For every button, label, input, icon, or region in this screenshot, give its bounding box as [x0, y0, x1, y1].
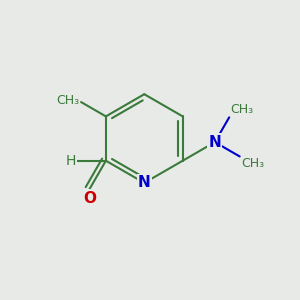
Text: CH₃: CH₃: [231, 103, 254, 116]
Text: N: N: [138, 176, 151, 190]
Text: CH₃: CH₃: [56, 94, 80, 107]
Text: H: H: [65, 154, 76, 168]
Text: N: N: [208, 135, 221, 150]
Text: O: O: [83, 191, 96, 206]
Text: CH₃: CH₃: [241, 157, 264, 170]
